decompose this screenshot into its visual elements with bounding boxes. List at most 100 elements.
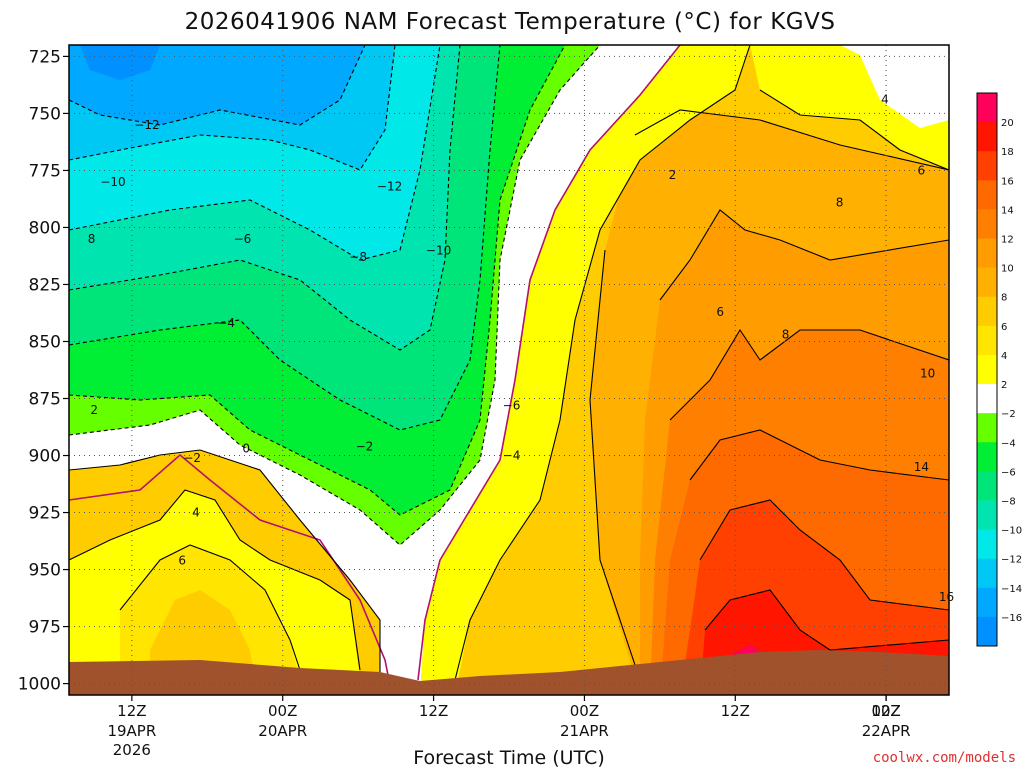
colorbar-label: −8 [1001, 496, 1016, 507]
contour-line-6-right [589, 249, 641, 681]
y-tick-label: 900 [29, 447, 61, 467]
colorbar-label: −6 [1001, 467, 1016, 478]
contour-label: 6 [716, 305, 724, 319]
grid [69, 45, 949, 695]
contour-line-minus4 [69, 45, 566, 516]
contour-line-8-right [659, 209, 949, 301]
y-axis: 725 750 775 800 825 850 875 900 925 950 975 1000 [18, 47, 69, 695]
x-tick-label-mid: 22APR [862, 722, 911, 740]
y-tick-label: 975 [29, 618, 61, 638]
layer-upper-right-white [840, 45, 949, 128]
contour-line-16-right [704, 589, 949, 651]
layer-transition-2to4 [420, 45, 750, 695]
colorbar-swatch [977, 529, 997, 560]
contour-label: −12 [134, 118, 159, 132]
y-tick-label: 725 [29, 47, 61, 67]
contour-line-4 [69, 489, 361, 671]
zero-contour-lower [69, 453, 391, 686]
contour-label: −12 [377, 179, 402, 193]
contour-label: 0 [242, 442, 250, 456]
contour-line-10-right [669, 328, 949, 421]
colorbar-swatch [977, 384, 997, 414]
contour-line-4-right [634, 109, 949, 171]
colorbar-label: 12 [1001, 235, 1014, 246]
colorbar: 20 18 16 14 12 10 8 6 4 2 −2 −4 −6 −8 −10 −12 −14 −16 [976, 92, 1022, 647]
colorbar-swatch [977, 238, 997, 269]
layer-near-zero-band [69, 45, 680, 695]
contour-line-minus12 [69, 45, 396, 171]
negative-contours [69, 45, 601, 546]
contour-label: 8 [88, 232, 96, 246]
colorbar-label: 4 [1001, 351, 1007, 362]
contour-label: −4 [503, 449, 521, 463]
contour-label: −2 [183, 451, 201, 465]
x-tick-label-top: 12Z [721, 702, 750, 720]
contour-label: 16 [939, 590, 954, 604]
chart-title: 2026041906 NAM Forecast Temperature (°C)… [185, 9, 836, 35]
contour-labels: −12 −10 8 −6 −8 −12 −10 −4 −6 −4 −2 0 2 −2 4 6 2 6 8 8 4 6 10 1… [88, 93, 954, 604]
colorbar-label: −14 [1001, 584, 1022, 595]
x-tick-label-mid: 19APR [107, 722, 156, 740]
contour-line-minus2 [69, 45, 601, 546]
colorbar-swatch [977, 93, 997, 123]
x-tick-label-mid: 20APR [258, 722, 307, 740]
x-tick-label-top: 12Z [871, 702, 900, 720]
contour-line-2 [69, 449, 381, 680]
colorbar-swatch [977, 558, 997, 589]
x-tick-label-top: 12Z [419, 702, 448, 720]
colorbar-label: 18 [1001, 147, 1014, 158]
y-tick-label: 800 [29, 218, 61, 238]
contour-label: −6 [503, 398, 521, 412]
colorbar-label: 10 [1001, 264, 1014, 275]
colorbar-swatch [977, 587, 997, 618]
y-tick-label: 825 [29, 275, 61, 295]
contour-line-14-right [699, 499, 949, 611]
colorbar-swatch [977, 267, 997, 298]
positive-contours [69, 45, 949, 681]
colorbar-swatch [977, 296, 997, 327]
colorbar-label: 2 [1001, 380, 1007, 391]
y-tick-label: 950 [29, 561, 61, 581]
contour-label: 8 [782, 328, 790, 342]
colorbar-label: −2 [1001, 409, 1016, 420]
contour-label: 10 [920, 366, 935, 380]
contour-line-minus8 [69, 45, 461, 351]
contour-label: 2 [669, 168, 677, 182]
colorbar-label: −4 [1001, 438, 1016, 449]
contour-label: −8 [349, 250, 367, 264]
colorbar-label: 6 [1001, 322, 1007, 333]
contour-line-12-right [689, 429, 949, 481]
colorbar-label: −10 [1001, 526, 1022, 537]
colorbar-swatch [977, 325, 997, 356]
colorbar-swatch [977, 209, 997, 240]
contour-label: 8 [836, 195, 844, 209]
colorbar-swatch [977, 122, 997, 152]
x-tick-label-top: 00Z [268, 702, 297, 720]
y-tick-label: 750 [29, 104, 61, 124]
plot-frame [68, 44, 950, 696]
y-tick-label: 775 [29, 161, 61, 181]
contour-label: 6 [918, 163, 926, 177]
colorbar-swatch [977, 471, 997, 501]
x-tick-label-top: 00Z [570, 702, 599, 720]
contour-label: −6 [234, 232, 252, 246]
contour-line-upper-right [759, 89, 949, 171]
x-tick-label-top: 12Z [117, 702, 146, 720]
colorbar-label: −12 [1001, 555, 1022, 566]
x-axis-label: Forecast Time (UTC) [413, 747, 604, 768]
contour-label: 2 [90, 403, 98, 417]
x-tick-label-top: 00Z [871, 702, 900, 720]
colorbar-swatch [977, 500, 997, 531]
colorbar-label: 20 [1001, 118, 1014, 129]
colorbar-swatch [977, 354, 997, 385]
contour-label: −10 [100, 175, 125, 189]
contour-label: −4 [217, 316, 235, 330]
colorbar-label: −16 [1001, 613, 1022, 624]
contour-line-6 [119, 544, 301, 671]
contour-label: 4 [192, 506, 200, 520]
credit-text: coolwx.com/models [873, 750, 1016, 766]
contour-line-minus14 [69, 45, 366, 126]
colorbar-label: 14 [1001, 205, 1014, 216]
